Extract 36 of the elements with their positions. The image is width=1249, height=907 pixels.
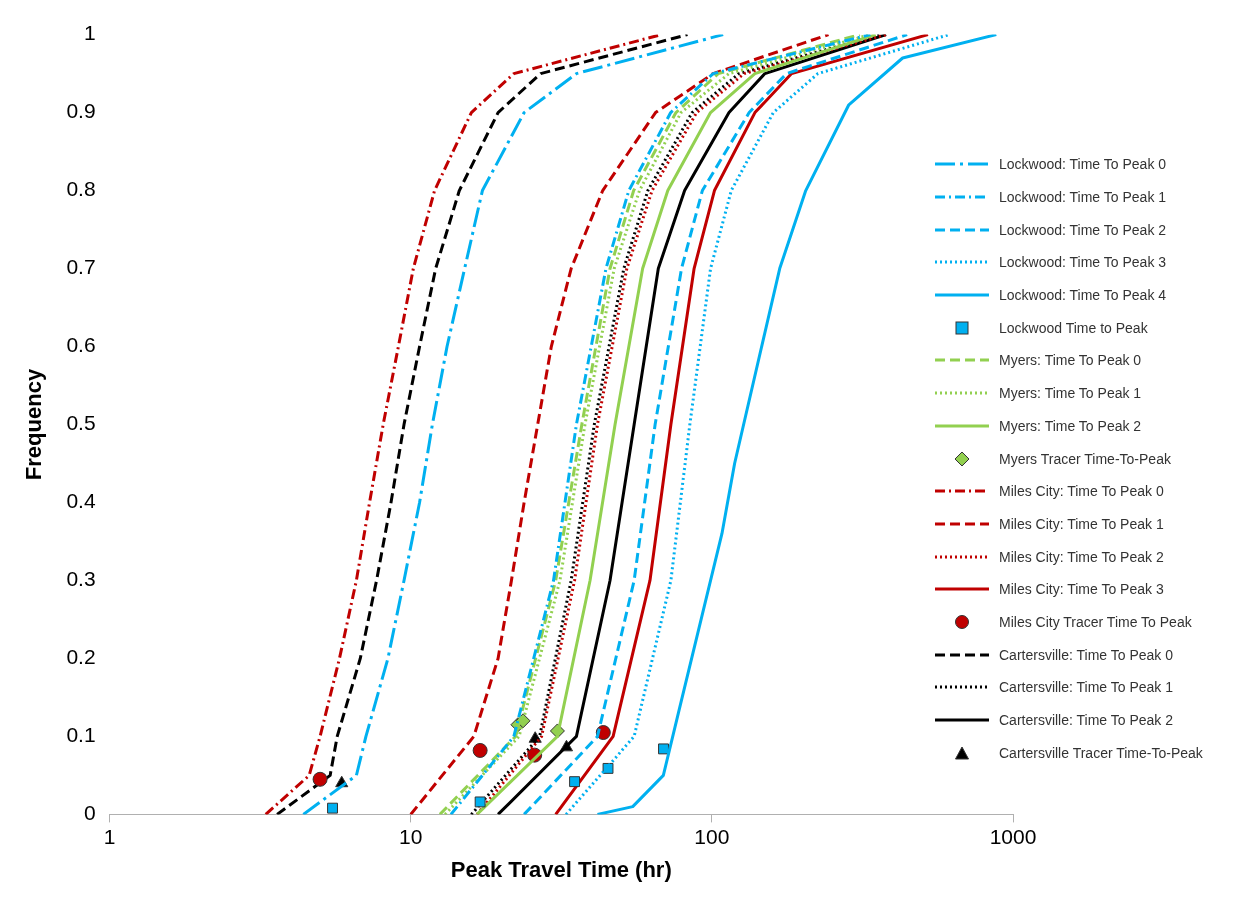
x-tick-label: 1000 <box>989 824 1037 848</box>
x-tick-label: 100 <box>694 824 730 848</box>
x-axis-title: Peak Travel Time (hr) <box>450 856 672 882</box>
legend-label: Myers: Time To Peak 2 <box>999 417 1142 434</box>
legend-label: Lockwood: Time To Peak 2 <box>999 221 1167 238</box>
legend-label: Lockwood: Time To Peak 4 <box>999 287 1167 304</box>
y-axis-title: Frequency <box>21 368 47 481</box>
legend-label: Cartersville: Time To Peak 0 <box>999 646 1174 663</box>
legend-label: Miles City: Time To Peak 0 <box>999 483 1164 500</box>
legend-label: Miles City Tracer Time To Peak <box>999 613 1192 630</box>
legend-label: Miles City: Time To Peak 2 <box>999 548 1164 565</box>
legend-label: Cartersville: Time To Peak 2 <box>999 712 1174 729</box>
y-tick-label: 0.3 <box>66 567 96 591</box>
x-tick-label: 1 <box>103 824 116 848</box>
legend-label: Myers: Time To Peak 0 <box>999 352 1142 369</box>
legend-label: Cartersville Tracer Time-To-Peak <box>999 744 1203 761</box>
legend-label: Myers: Time To Peak 1 <box>999 385 1142 402</box>
legend-label: Miles City: Time To Peak 1 <box>999 515 1164 532</box>
x-tick-label: 10 <box>399 824 423 848</box>
y-tick-label: 0.6 <box>66 333 96 357</box>
legend-label: Lockwood Time to Peak <box>999 319 1148 336</box>
y-tick-label: 0.9 <box>66 99 96 123</box>
legend-label: Cartersville: Time To Peak 1 <box>999 679 1174 696</box>
legend-label: Lockwood: Time To Peak 1 <box>999 189 1167 206</box>
y-tick-label: 0.2 <box>66 645 96 669</box>
legend-label: Lockwood: Time To Peak 3 <box>999 254 1167 271</box>
legend-label: Lockwood: Time To Peak 0 <box>999 156 1167 173</box>
y-tick-label: 0.4 <box>66 489 96 513</box>
y-tick-label: 0.8 <box>66 177 96 201</box>
legend-label: Miles City: Time To Peak 3 <box>999 581 1164 598</box>
legend-label: Myers Tracer Time-To-Peak <box>999 450 1171 467</box>
y-tick-label: 1 <box>83 21 96 45</box>
y-tick-label: 0.5 <box>66 411 96 435</box>
y-tick-label: 0.7 <box>66 255 96 279</box>
y-tick-label: 0 <box>83 801 96 825</box>
y-tick-label: 0.1 <box>66 723 96 747</box>
